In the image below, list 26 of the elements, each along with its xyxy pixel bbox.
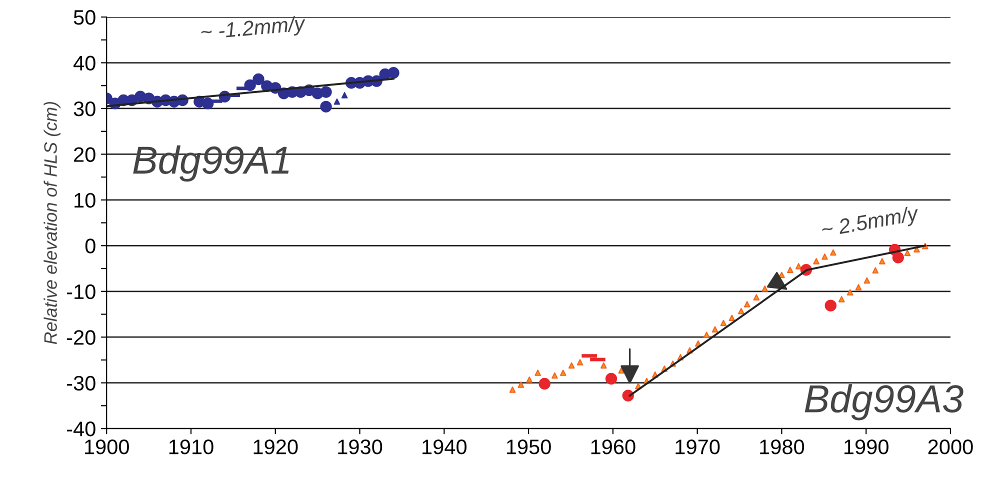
y-axis-title: Relative elevation of HLS (cm) — [44, 102, 61, 344]
x-tick-label: 1910 — [169, 440, 214, 454]
y-tick-label: -10 — [66, 284, 96, 300]
x-tick-label: 1920 — [254, 440, 298, 454]
annotation: ~ -1.2mm/y — [200, 15, 307, 44]
y-tick-label: 0 — [85, 238, 96, 254]
x-tick-label: 1930 — [338, 440, 382, 454]
y-tick-label: 20 — [74, 147, 96, 162]
x-tick-label: 1960 — [591, 440, 636, 454]
x-tick-label: 1970 — [676, 440, 720, 454]
x-tick-label: 1950 — [506, 440, 551, 454]
x-tick-label: 1940 — [422, 440, 467, 454]
y-tick-label: -20 — [66, 330, 96, 345]
annotation: Bdg99A1 — [133, 145, 289, 182]
y-tick-label: 50 — [74, 10, 96, 25]
annotation: Bdg99A3 — [804, 384, 964, 420]
x-tick-label: 1980 — [760, 440, 804, 454]
y-tick-label: -40 — [66, 422, 96, 436]
x-tick-label: 1990 — [844, 440, 888, 454]
annotation: ~ 2.5mm/y — [820, 205, 920, 242]
y-tick-label: 30 — [74, 101, 96, 116]
y-tick-label: 10 — [74, 192, 96, 208]
y-tick-label: -30 — [66, 376, 96, 391]
x-tick-label: 1900 — [85, 440, 129, 454]
y-tick-label: 40 — [73, 56, 96, 71]
x-tick-label: 2000 — [928, 440, 973, 454]
